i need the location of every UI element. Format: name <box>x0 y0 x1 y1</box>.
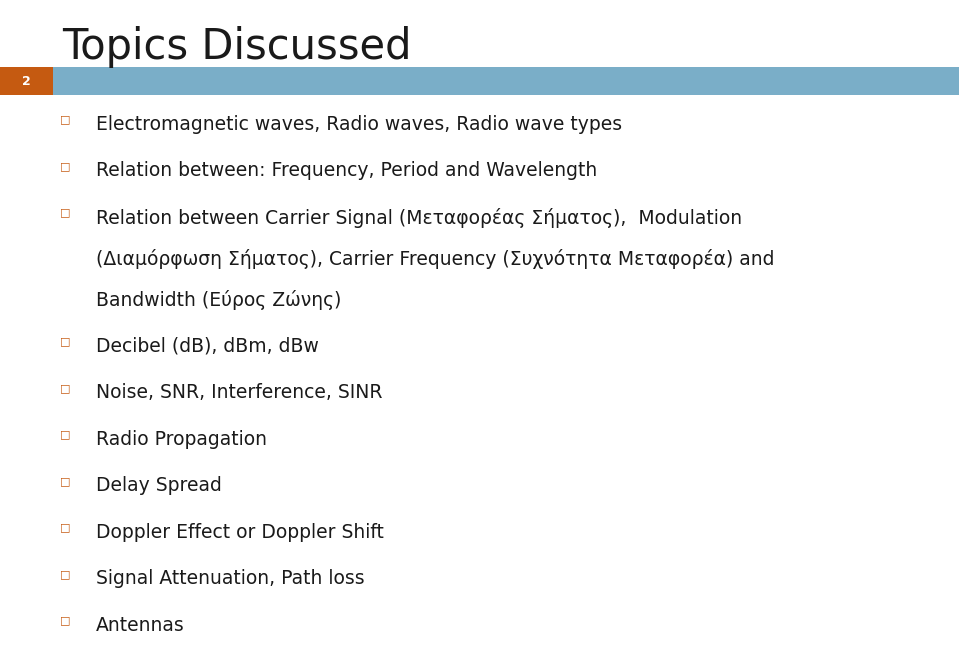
Text: □: □ <box>60 161 70 171</box>
Text: Signal Attenuation, Path loss: Signal Attenuation, Path loss <box>96 569 364 588</box>
Text: □: □ <box>60 523 70 533</box>
Text: Doppler Effect or Doppler Shift: Doppler Effect or Doppler Shift <box>96 523 384 542</box>
Text: Bandwidth (Εύρος Ζώνης): Bandwidth (Εύρος Ζώνης) <box>96 290 341 310</box>
Text: □: □ <box>60 476 70 486</box>
Text: □: □ <box>60 208 70 217</box>
Text: Topics Discussed: Topics Discussed <box>62 26 411 68</box>
Text: □: □ <box>60 115 70 124</box>
Text: 2: 2 <box>22 75 31 88</box>
Text: □: □ <box>60 383 70 393</box>
Text: □: □ <box>60 337 70 346</box>
Text: Decibel (dB), dBm, dBw: Decibel (dB), dBm, dBw <box>96 337 318 356</box>
Bar <box>53 67 959 95</box>
Text: Antennas: Antennas <box>96 616 185 635</box>
Text: □: □ <box>60 616 70 626</box>
Text: Electromagnetic waves, Radio waves, Radio wave types: Electromagnetic waves, Radio waves, Radi… <box>96 115 622 134</box>
Text: (Διαμόρφωση Σήματος), Carrier Frequency (Συχνότητα Μεταφορέα) and: (Διαμόρφωση Σήματος), Carrier Frequency … <box>96 249 775 269</box>
Bar <box>0 67 53 95</box>
Text: Noise, SNR, Interference, SINR: Noise, SNR, Interference, SINR <box>96 383 383 402</box>
Text: Delay Spread: Delay Spread <box>96 476 222 495</box>
Text: Relation between Carrier Signal (Μεταφορέας Σήματος),  Modulation: Relation between Carrier Signal (Μεταφορ… <box>96 208 742 228</box>
Text: □: □ <box>60 569 70 579</box>
Text: □: □ <box>60 430 70 440</box>
Text: Radio Propagation: Radio Propagation <box>96 430 267 449</box>
Text: Relation between: Frequency, Period and Wavelength: Relation between: Frequency, Period and … <box>96 161 597 180</box>
